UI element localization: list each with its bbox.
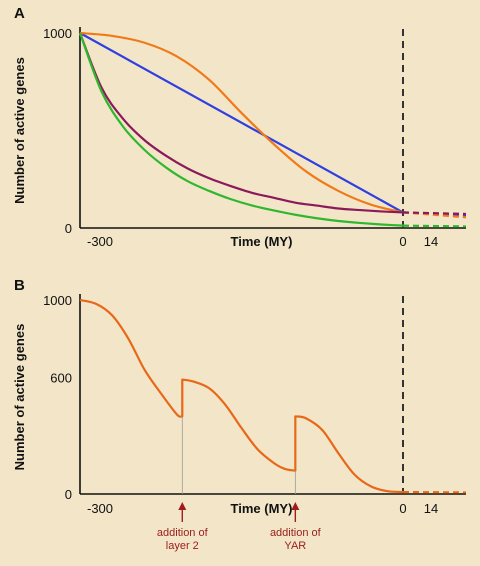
y-tick-label: 1000 [43, 26, 72, 41]
annotation-arrow-head [178, 502, 187, 510]
annotation-label: YAR [284, 540, 306, 552]
y-axis-title: Number of active genes [12, 57, 27, 204]
series-line [78, 32, 404, 227]
x-tick-label: 0 [399, 501, 406, 516]
panel-b: B 0 600 1000 -300 0 14 Time (MY) Number of activ… [12, 277, 467, 552]
series-projection [402, 224, 467, 228]
annotation-label: layer 2 [166, 540, 199, 552]
x-tick-label: 14 [424, 234, 438, 249]
annotation-arrow-head [291, 502, 300, 510]
y-tick-label: 600 [50, 371, 72, 386]
x-tick-label: 14 [424, 501, 438, 516]
series-line [78, 32, 404, 214]
x-tick-label: -300 [87, 234, 113, 249]
y-tick-label: 1000 [43, 293, 72, 308]
annotation-label: addition of [270, 527, 322, 539]
series-line [79, 298, 404, 494]
x-tick-label: 0 [399, 234, 406, 249]
panel-label: A [14, 5, 25, 22]
series-line [79, 31, 404, 214]
series-projection [402, 211, 467, 216]
y-tick-label: 0 [65, 487, 72, 502]
panel-a: A 0 1000 -300 0 14 Time (MY) Number of active g… [12, 5, 467, 249]
annotation-label: addition of [157, 527, 209, 539]
y-axis-title: Number of active genes [12, 324, 27, 471]
x-axis-title: Time (MY) [231, 501, 293, 516]
x-axis-title: Time (MY) [231, 234, 293, 249]
x-tick-label: -300 [87, 501, 113, 516]
panel-label: B [14, 277, 25, 294]
y-tick-label: 0 [65, 221, 72, 236]
series-line [79, 32, 404, 214]
